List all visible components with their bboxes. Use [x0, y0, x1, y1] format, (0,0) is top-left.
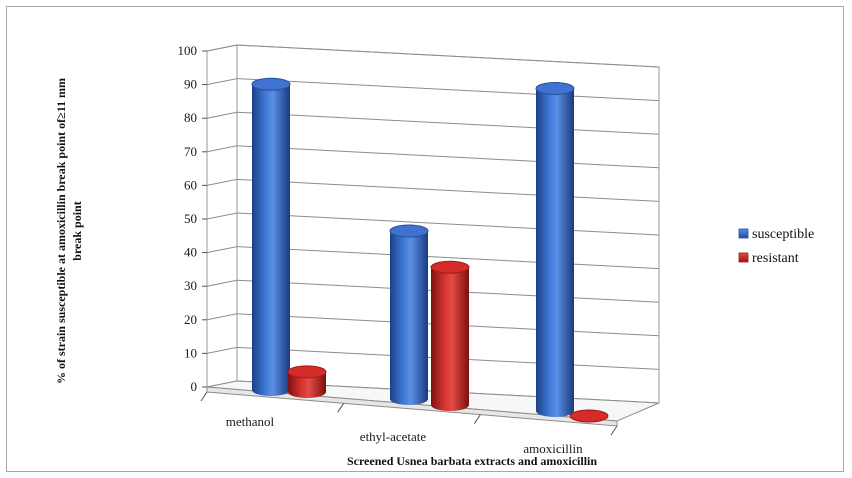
x-tick-mark [610, 425, 618, 436]
bar-body [536, 88, 574, 417]
legend-swatch [738, 228, 749, 239]
x-tick-mark [473, 414, 481, 424]
gridline-side [206, 279, 238, 287]
legend: susceptible resistant [738, 227, 814, 266]
gridline [236, 111, 660, 135]
gridline [236, 44, 660, 68]
legend-item-resistant: resistant [738, 251, 799, 266]
gridline [236, 78, 660, 102]
y-tick-label: 60 [184, 177, 197, 192]
category-label: methanol [226, 414, 275, 429]
y-tick-label: 30 [184, 278, 197, 293]
x-axis-label: Screened Usnea barbata extracts and amox… [347, 454, 597, 468]
y-tick-label: 90 [184, 77, 197, 92]
bar-susceptible-amoxicillin [535, 81, 575, 417]
bars [251, 77, 609, 423]
gridline-side [206, 346, 238, 354]
gridline-side [206, 212, 238, 220]
legend-label: resistant [752, 251, 799, 266]
bar-top [430, 260, 470, 274]
x-tick-mark [200, 391, 208, 402]
category-label: amoxicillin [523, 441, 583, 456]
bar-body [431, 267, 469, 411]
category-labels: methanol ethyl-acetate amoxicillin [226, 414, 583, 456]
y-tick-label: 100 [178, 43, 198, 58]
gridline [236, 178, 660, 202]
bar-resistant-methanol [287, 365, 327, 398]
gridline [236, 246, 660, 270]
y-tick-label: 40 [184, 245, 197, 260]
y-tick-label: 70 [184, 144, 197, 159]
x-tick-mark [337, 403, 345, 413]
legend-label: susceptible [752, 227, 814, 242]
bar-body [252, 84, 290, 397]
gridline [236, 145, 660, 169]
gridline-side [206, 78, 238, 86]
gridline-side [206, 44, 238, 52]
bar-susceptible-methanol [251, 77, 291, 397]
y-axis-label: % of strain susceptible at amoxicillin b… [54, 78, 68, 384]
gridline-side [206, 145, 238, 153]
bar-resistant-ethyl-acetate [430, 260, 470, 411]
bar-body [288, 371, 326, 398]
y-axis-label-line2: break point [70, 201, 84, 260]
gridline [236, 212, 660, 236]
y-tick-label: 50 [184, 211, 197, 226]
y-tick-label: 80 [184, 110, 197, 125]
bar-body [390, 231, 428, 405]
gridline-side [206, 111, 238, 119]
bar-top [569, 409, 609, 423]
gridline-side [206, 313, 238, 321]
y-tick-label: 20 [184, 312, 197, 327]
bar-top [287, 365, 327, 379]
y-tick-label: 10 [184, 345, 197, 360]
category-label: ethyl-acetate [360, 429, 427, 444]
legend-swatch [738, 252, 749, 263]
chart-frame: 0 10 20 30 40 50 60 70 80 90 100 methanol ethyl-ace… [6, 6, 844, 472]
bar-top [389, 224, 429, 238]
y-axis-ticks: 0 10 20 30 40 50 60 70 80 90 100 [178, 43, 207, 394]
gridline-side [206, 246, 238, 254]
bar-resistant-amoxicillin [569, 409, 609, 423]
bar-top [535, 81, 575, 95]
y-tick-label: 0 [191, 379, 198, 394]
gridline-side [206, 178, 238, 186]
bar-susceptible-ethyl-acetate [389, 224, 429, 405]
bar-top [251, 77, 291, 91]
legend-item-susceptible: susceptible [738, 227, 814, 242]
bar-chart: 0 10 20 30 40 50 60 70 80 90 100 methanol ethyl-ace… [54, 43, 814, 468]
